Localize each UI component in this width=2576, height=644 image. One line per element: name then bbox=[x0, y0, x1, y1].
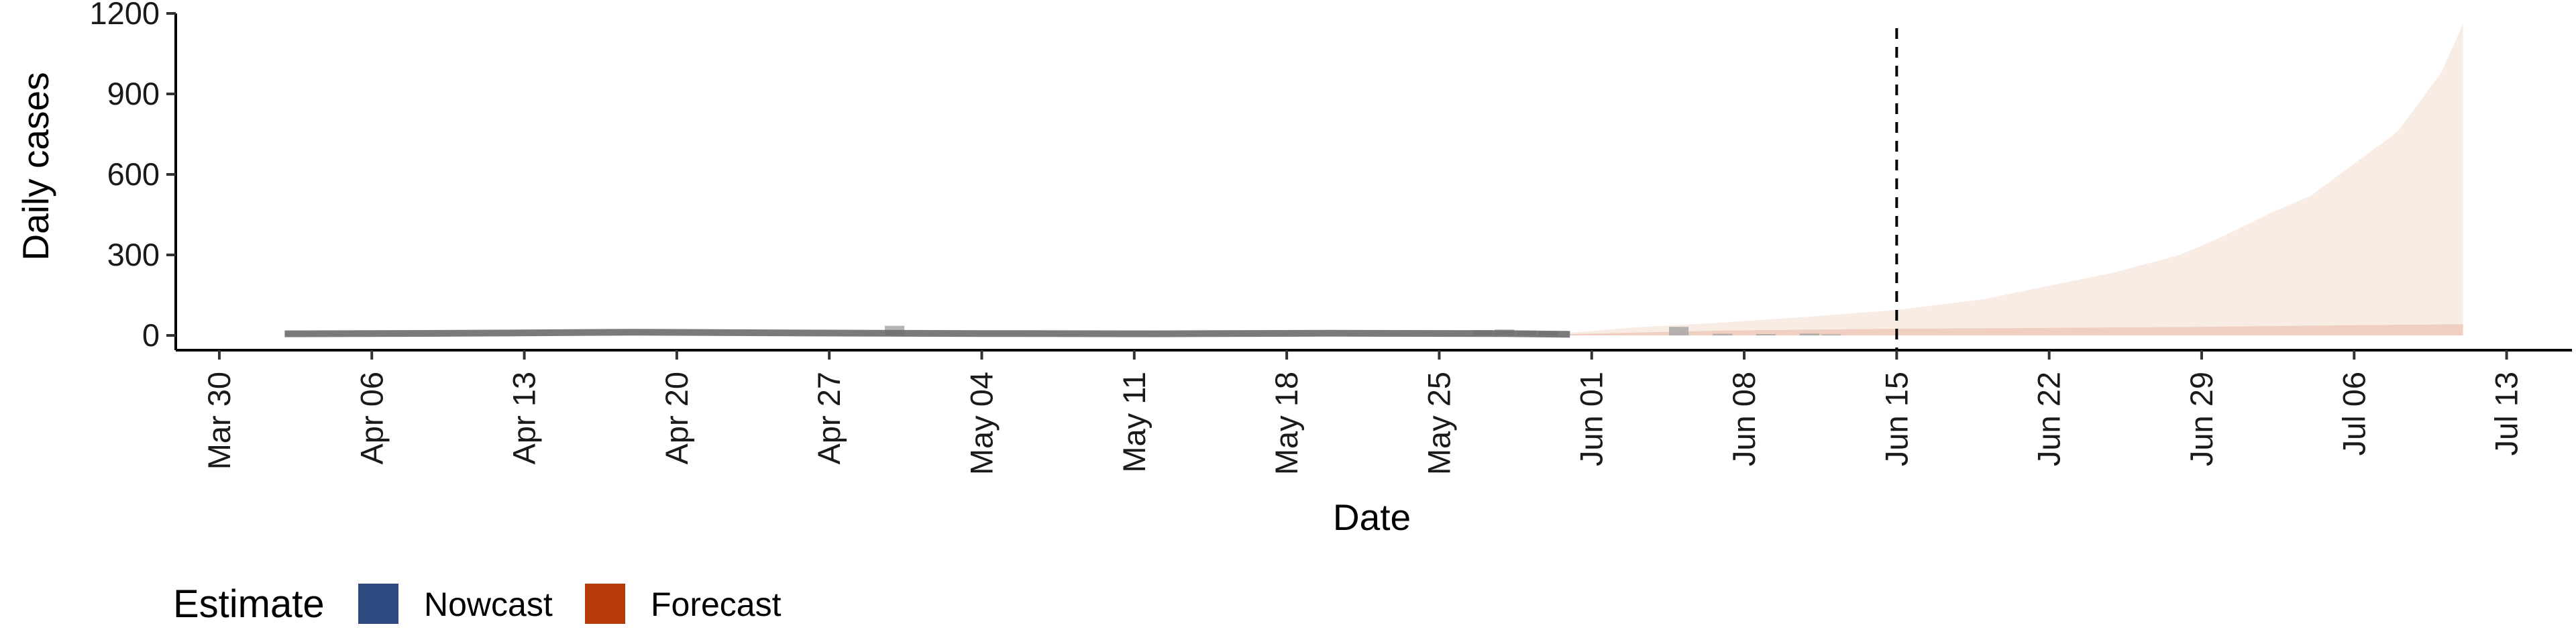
x-axis-title: Date bbox=[1333, 496, 1411, 538]
x-tick-label: Jun 01 bbox=[1574, 372, 1609, 466]
reported-cases-bar bbox=[1713, 333, 1733, 335]
x-tick-label: May 04 bbox=[964, 372, 1000, 475]
x-tick-label: Jun 29 bbox=[2184, 372, 2219, 466]
x-tick-label: May 25 bbox=[1421, 372, 1456, 475]
reported-cases-bar bbox=[1669, 327, 1689, 335]
x-tick-label: Apr 20 bbox=[659, 372, 694, 464]
x-tick-label: Mar 30 bbox=[201, 372, 237, 470]
forecast-inner-interval-area bbox=[1570, 324, 2463, 335]
reported-cases-bar bbox=[1799, 333, 1819, 335]
legend-swatch-forecast bbox=[585, 584, 625, 624]
x-tick-label: Jul 06 bbox=[2336, 372, 2371, 455]
forecast-outer-interval-area bbox=[1570, 24, 2463, 335]
reported-cases-bar bbox=[1821, 334, 1841, 335]
x-tick-label: Jun 08 bbox=[1726, 372, 1762, 466]
x-tick-label: Apr 27 bbox=[811, 372, 847, 464]
reported-cases-bar bbox=[1756, 334, 1776, 335]
plot-area bbox=[284, 24, 2463, 350]
legend-title: Estimate bbox=[173, 582, 325, 626]
y-tick-label: 300 bbox=[107, 237, 160, 272]
legend: Estimate Nowcast Forecast bbox=[173, 582, 782, 626]
x-tick-label: Jun 15 bbox=[1878, 372, 1914, 466]
x-tick-label: Jul 13 bbox=[2489, 372, 2524, 455]
x-tick-label: Apr 13 bbox=[506, 372, 542, 464]
legend-swatch-nowcast bbox=[358, 584, 398, 624]
x-tick-label: May 18 bbox=[1269, 372, 1304, 475]
x-tick-label: Jun 22 bbox=[2031, 372, 2067, 466]
x-tick-label: Apr 06 bbox=[354, 372, 389, 464]
y-tick-label: 1200 bbox=[89, 0, 160, 31]
observed-cases-line bbox=[284, 329, 1570, 338]
x-tick-label: May 11 bbox=[1116, 372, 1152, 473]
axes: 0 300 600 900 1200 Mar 30 Apr 06 Apr 13 Apr 20 Ap… bbox=[89, 0, 2572, 475]
legend-label-forecast: Forecast bbox=[651, 586, 782, 623]
y-tick-label: 900 bbox=[107, 76, 160, 111]
legend-label-nowcast: Nowcast bbox=[424, 586, 553, 623]
y-tick-label: 600 bbox=[107, 156, 160, 192]
y-tick-label: 0 bbox=[142, 317, 160, 353]
y-axis-title: Daily cases bbox=[15, 72, 56, 260]
